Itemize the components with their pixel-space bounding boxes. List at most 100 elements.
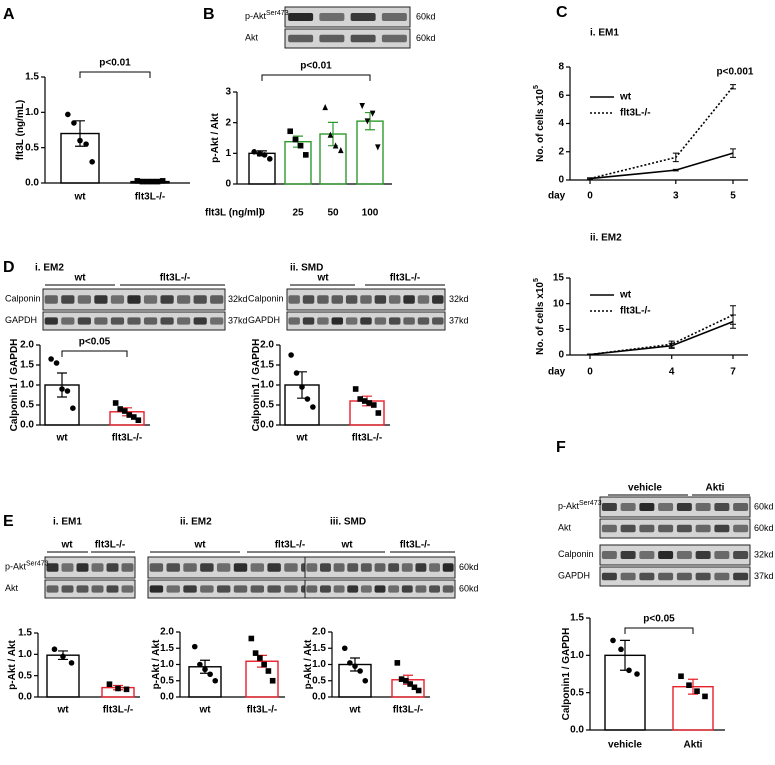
- chart-title: i. EM1: [53, 517, 82, 528]
- blot-band: [76, 563, 89, 572]
- data-point: [59, 386, 65, 392]
- blot-band: [331, 295, 344, 304]
- data-point: [89, 159, 95, 165]
- significance-bracket: [624, 627, 694, 634]
- blot-band: [183, 585, 197, 593]
- y-tick-label: 4: [558, 118, 564, 129]
- blot-band: [160, 295, 174, 304]
- data-point: [121, 408, 128, 414]
- blot-band: [374, 317, 387, 325]
- y-axis-label: p-Akt / Akt: [210, 113, 221, 163]
- blot-band: [714, 551, 730, 559]
- blot-kd-label: 60kd: [416, 33, 436, 43]
- blot-band: [432, 317, 444, 325]
- blot-band: [333, 585, 345, 593]
- blot-band: [601, 572, 617, 581]
- chart-title: i. EM1: [590, 28, 619, 39]
- data-point: [347, 660, 353, 666]
- x-axis-label: day: [548, 191, 566, 202]
- blot-row-label-main: Akt: [5, 583, 19, 593]
- data-point: [618, 646, 624, 653]
- y-tick-label: 2: [225, 117, 231, 128]
- blot-band: [658, 524, 674, 533]
- y-tick-label: 1.5: [312, 643, 326, 654]
- blot-kd-label: 60kd: [459, 562, 479, 572]
- blot-band: [360, 563, 372, 572]
- x-axis-label: flt3L (ng/ml): [205, 208, 262, 219]
- x-tick-label: wt: [56, 705, 69, 716]
- data-point: [149, 178, 156, 185]
- blot-band: [403, 317, 415, 325]
- y-tick-label: 8: [558, 62, 564, 73]
- blot-band: [347, 585, 359, 593]
- blot-band: [442, 585, 454, 593]
- data-point: [117, 406, 123, 412]
- blot-row-label-main: Calponin: [248, 294, 284, 304]
- y-axis-label-main: No. of cells x10: [535, 282, 546, 355]
- blot-band: [121, 563, 134, 572]
- blot-band: [360, 585, 372, 593]
- blot-band: [350, 13, 376, 21]
- blot-band: [210, 317, 224, 325]
- data-point: [83, 141, 89, 147]
- blot-band: [601, 524, 617, 533]
- blot-row-label-sup: Ser473: [266, 10, 289, 17]
- data-point: [375, 144, 381, 151]
- y-tick-label: 1.5: [260, 360, 274, 371]
- blot-row-label-main: Calponin: [5, 294, 41, 304]
- blot-row-label: p-AktSer473: [5, 561, 49, 572]
- y-tick-label: 15: [553, 273, 565, 284]
- blot-kd-label: 37kd: [228, 315, 248, 325]
- panel-letter: C: [556, 4, 568, 21]
- blot-band: [733, 524, 749, 533]
- chart-title: ii. EM2: [590, 233, 622, 244]
- data-point: [131, 414, 137, 420]
- blot-strip: [599, 544, 751, 566]
- blot-band: [360, 295, 372, 304]
- x-tick-label: flt3L-/-: [247, 705, 278, 716]
- blot-row-label: Calponin: [248, 294, 284, 304]
- blot-strip: [599, 518, 751, 539]
- data-point: [77, 137, 83, 144]
- blot-band: [415, 585, 427, 593]
- y-axis-label: p-Akt / Akt: [151, 639, 162, 689]
- blot-row-label-main: GAPDH: [5, 315, 37, 325]
- data-point: [371, 402, 377, 408]
- blot-group-label: flt3L-/-: [95, 540, 126, 551]
- chart-title: iii. SMD: [330, 517, 366, 528]
- x-tick-label: 4: [669, 367, 675, 378]
- blot-group-label: Akti: [706, 483, 725, 494]
- blot-band: [639, 524, 655, 533]
- error-bar: [587, 177, 593, 180]
- data-point: [303, 152, 309, 158]
- blot-group-label: flt3L-/-: [400, 540, 431, 551]
- y-tick-label: 0.5: [18, 670, 32, 681]
- data-point: [134, 178, 141, 184]
- blot-band: [676, 572, 692, 581]
- blot-band: [429, 563, 440, 572]
- blot-band: [193, 295, 207, 304]
- blot-band: [639, 572, 655, 581]
- blot-band: [302, 317, 315, 325]
- y-tick-label: 0.5: [312, 675, 326, 686]
- x-tick-label: wt: [348, 705, 361, 716]
- blot-band: [160, 317, 174, 325]
- data-point: [191, 643, 198, 650]
- x-tick-label: 5: [730, 191, 736, 202]
- blot-strip: [284, 6, 411, 28]
- blot-band: [267, 563, 281, 572]
- blot-band: [91, 585, 104, 593]
- x-tick-label: Akti: [684, 740, 703, 751]
- blot-row-label-main: Akt: [245, 33, 259, 43]
- y-tick-label: 0: [225, 179, 231, 190]
- blot-band: [360, 317, 372, 325]
- data-point: [678, 673, 684, 680]
- data-point: [112, 400, 119, 406]
- error-bar: [57, 372, 67, 398]
- error-bar: [587, 353, 593, 356]
- y-tick-label: 6: [558, 90, 564, 101]
- data-point: [287, 128, 293, 135]
- blot-band: [381, 34, 407, 43]
- legend-label: flt3L-/-: [620, 108, 651, 119]
- x-tick-label: flt3L-/-: [112, 433, 143, 444]
